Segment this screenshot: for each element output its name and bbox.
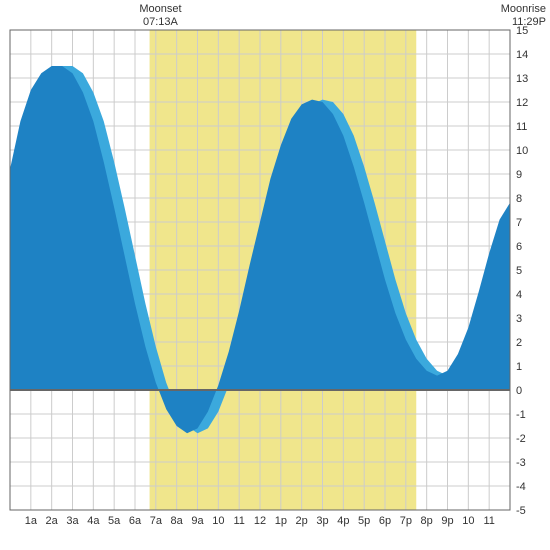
x-tick-label: 4a	[87, 515, 100, 527]
y-tick-label: 1	[516, 361, 522, 373]
y-tick-label: 2	[516, 337, 522, 349]
x-tick-label: 8a	[171, 515, 184, 527]
y-tick-label: -2	[516, 433, 526, 445]
y-tick-label: 12	[516, 97, 528, 109]
y-tick-label: 11	[516, 121, 527, 133]
x-tick-label: 9a	[191, 515, 204, 527]
y-tick-label: 0	[516, 385, 522, 397]
y-tick-label: -5	[516, 505, 526, 517]
x-tick-label: 2p	[296, 515, 308, 527]
y-tick-label: -1	[516, 409, 526, 421]
x-tick-label: 5a	[108, 515, 121, 527]
moonset-label: Moonset	[139, 3, 181, 15]
y-tick-label: 7	[516, 217, 522, 229]
x-tick-label: 9p	[441, 515, 453, 527]
y-tick-label: 10	[516, 145, 528, 157]
y-tick-label: 6	[516, 241, 522, 253]
y-tick-label: 9	[516, 169, 522, 181]
x-tick-label: 7a	[150, 515, 163, 527]
x-tick-label: 5p	[358, 515, 370, 527]
y-tick-label: 5	[516, 265, 522, 277]
moonset-time: 07:13A	[143, 16, 179, 28]
moonrise-label: Moonrise	[501, 3, 546, 15]
chart-svg: 1a2a3a4a5a6a7a8a9a1011121p2p3p4p5p6p7p8p…	[0, 0, 550, 550]
x-tick-label: 3a	[66, 515, 79, 527]
x-tick-label: 3p	[316, 515, 328, 527]
x-tick-label: 1p	[275, 515, 287, 527]
x-tick-label: 11	[483, 515, 494, 527]
x-tick-label: 6p	[379, 515, 391, 527]
x-tick-label: 12	[254, 515, 266, 527]
y-tick-label: 13	[516, 73, 528, 85]
y-tick-label: 3	[516, 313, 522, 325]
x-tick-label: 4p	[337, 515, 349, 527]
y-tick-label: 14	[516, 49, 528, 61]
y-tick-label: -4	[516, 481, 526, 493]
tide-chart: 1a2a3a4a5a6a7a8a9a1011121p2p3p4p5p6p7p8p…	[0, 0, 550, 550]
x-tick-label: 1a	[25, 515, 38, 527]
y-tick-label: 8	[516, 193, 522, 205]
y-tick-label: 4	[516, 289, 522, 301]
x-tick-label: 2a	[46, 515, 59, 527]
x-tick-label: 10	[212, 515, 224, 527]
x-tick-label: 8p	[421, 515, 433, 527]
x-tick-label: 6a	[129, 515, 142, 527]
x-tick-label: 7p	[400, 515, 412, 527]
x-tick-label: 11	[233, 515, 244, 527]
x-tick-label: 10	[462, 515, 474, 527]
y-tick-label: -3	[516, 457, 526, 469]
moonrise-time: 11:29P	[512, 16, 546, 28]
